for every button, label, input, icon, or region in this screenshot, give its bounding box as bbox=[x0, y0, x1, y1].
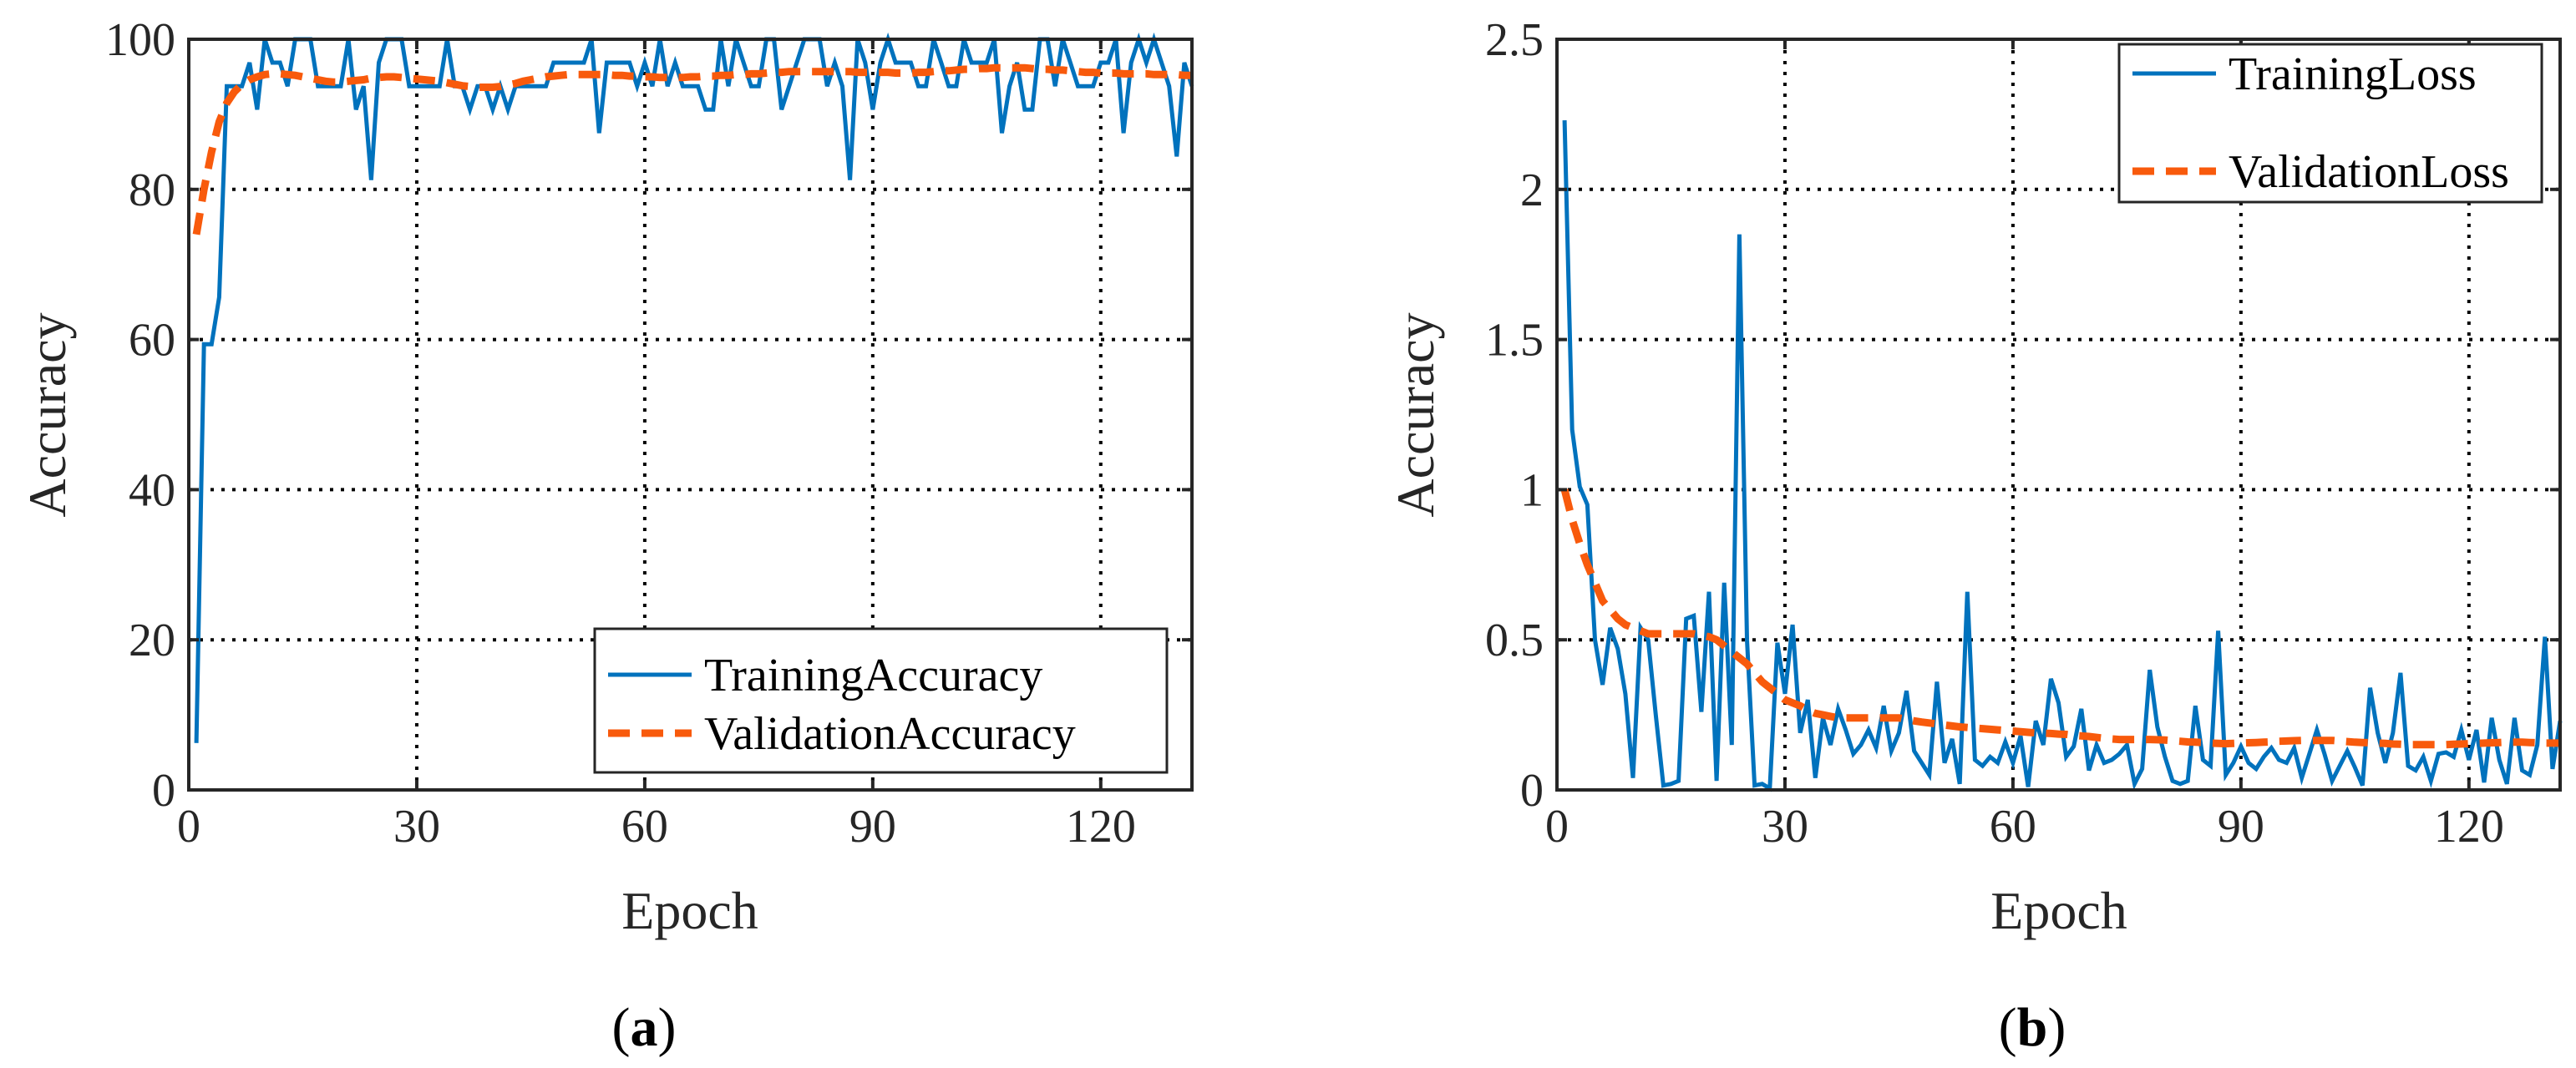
chart-a-plot-area: 0 30 60 90 120 0 20 40 60 80 100 bbox=[105, 14, 1194, 853]
chart-b-panel-label: (b) bbox=[1999, 997, 2066, 1058]
x-tick-label: 30 bbox=[393, 801, 440, 853]
y-tick-label: 0 bbox=[1520, 765, 1544, 817]
y-tick-label: 2 bbox=[1520, 165, 1544, 216]
y-tick-label: 60 bbox=[129, 315, 175, 367]
y-tick-label: 0.5 bbox=[1485, 615, 1544, 666]
axes-frame bbox=[1555, 38, 2562, 792]
x-tick-label: 120 bbox=[1066, 801, 1136, 853]
y-tick-label: 2.5 bbox=[1485, 14, 1544, 66]
chart-a-ylabel: Accuracy bbox=[18, 312, 77, 517]
chart-b-xlabel: Epoch bbox=[1990, 881, 2127, 940]
x-tick-label: 0 bbox=[1545, 801, 1569, 853]
chart-b-ylabel: Accuracy bbox=[1386, 312, 1445, 517]
x-tick-label: 120 bbox=[2434, 801, 2504, 853]
series-line-validationloss bbox=[1560, 488, 2560, 749]
x-tick-label: 30 bbox=[1762, 801, 1808, 853]
chart-b-legend: TrainingLoss ValidationLoss bbox=[2117, 43, 2543, 204]
chart-b-legend-box bbox=[2117, 43, 2543, 204]
chart-a-panel-letter: a bbox=[631, 997, 658, 1058]
chart-b: Epoch Accuracy (b) 0 30 60 90 120 0 0.5 1 1.5 2 2.… bbox=[1386, 14, 2563, 1058]
legend-label-validation-loss: ValidationLoss bbox=[2229, 146, 2509, 198]
y-tick-label: 1 bbox=[1520, 464, 1544, 516]
x-tick-label: 90 bbox=[2218, 801, 2264, 853]
legend-label-training-accuracy: TrainingAccuracy bbox=[704, 650, 1042, 701]
series-line-validationaccuracy bbox=[192, 63, 1192, 235]
chart-b-plot-area: 0 30 60 90 120 0 0.5 1 1.5 2 2.5 bbox=[1485, 14, 2563, 853]
legend-label-training-loss: TrainingLoss bbox=[2229, 48, 2477, 100]
x-tick-label: 60 bbox=[621, 801, 668, 853]
legend-label-validation-accuracy: ValidationAccuracy bbox=[704, 708, 1076, 760]
x-tick-label: 90 bbox=[849, 801, 896, 853]
chart-a-xlabel: Epoch bbox=[621, 881, 758, 940]
y-tick-label: 0 bbox=[152, 765, 175, 817]
y-tick-label: 20 bbox=[129, 615, 175, 666]
series-line-trainingloss bbox=[1562, 120, 2563, 792]
y-tick-label: 1.5 bbox=[1485, 315, 1544, 367]
chart-a: Epoch Accuracy (a) 0 30 60 90 120 0 20 40 60 80 10… bbox=[18, 14, 1194, 1058]
series-line-trainingaccuracy bbox=[194, 32, 1194, 743]
x-tick-label: 60 bbox=[1990, 801, 2036, 853]
y-tick-label: 100 bbox=[105, 14, 175, 66]
chart-a-legend-box bbox=[593, 627, 1169, 774]
axes-frame bbox=[187, 38, 1194, 792]
chart-a-legend: TrainingAccuracy ValidationAccuracy bbox=[593, 627, 1169, 774]
chart-b-panel-letter: b bbox=[2017, 997, 2048, 1058]
x-tick-label: 0 bbox=[177, 801, 200, 853]
y-tick-label: 80 bbox=[129, 165, 175, 216]
chart-a-panel-label: (a) bbox=[612, 997, 677, 1058]
y-tick-label: 40 bbox=[129, 464, 175, 516]
